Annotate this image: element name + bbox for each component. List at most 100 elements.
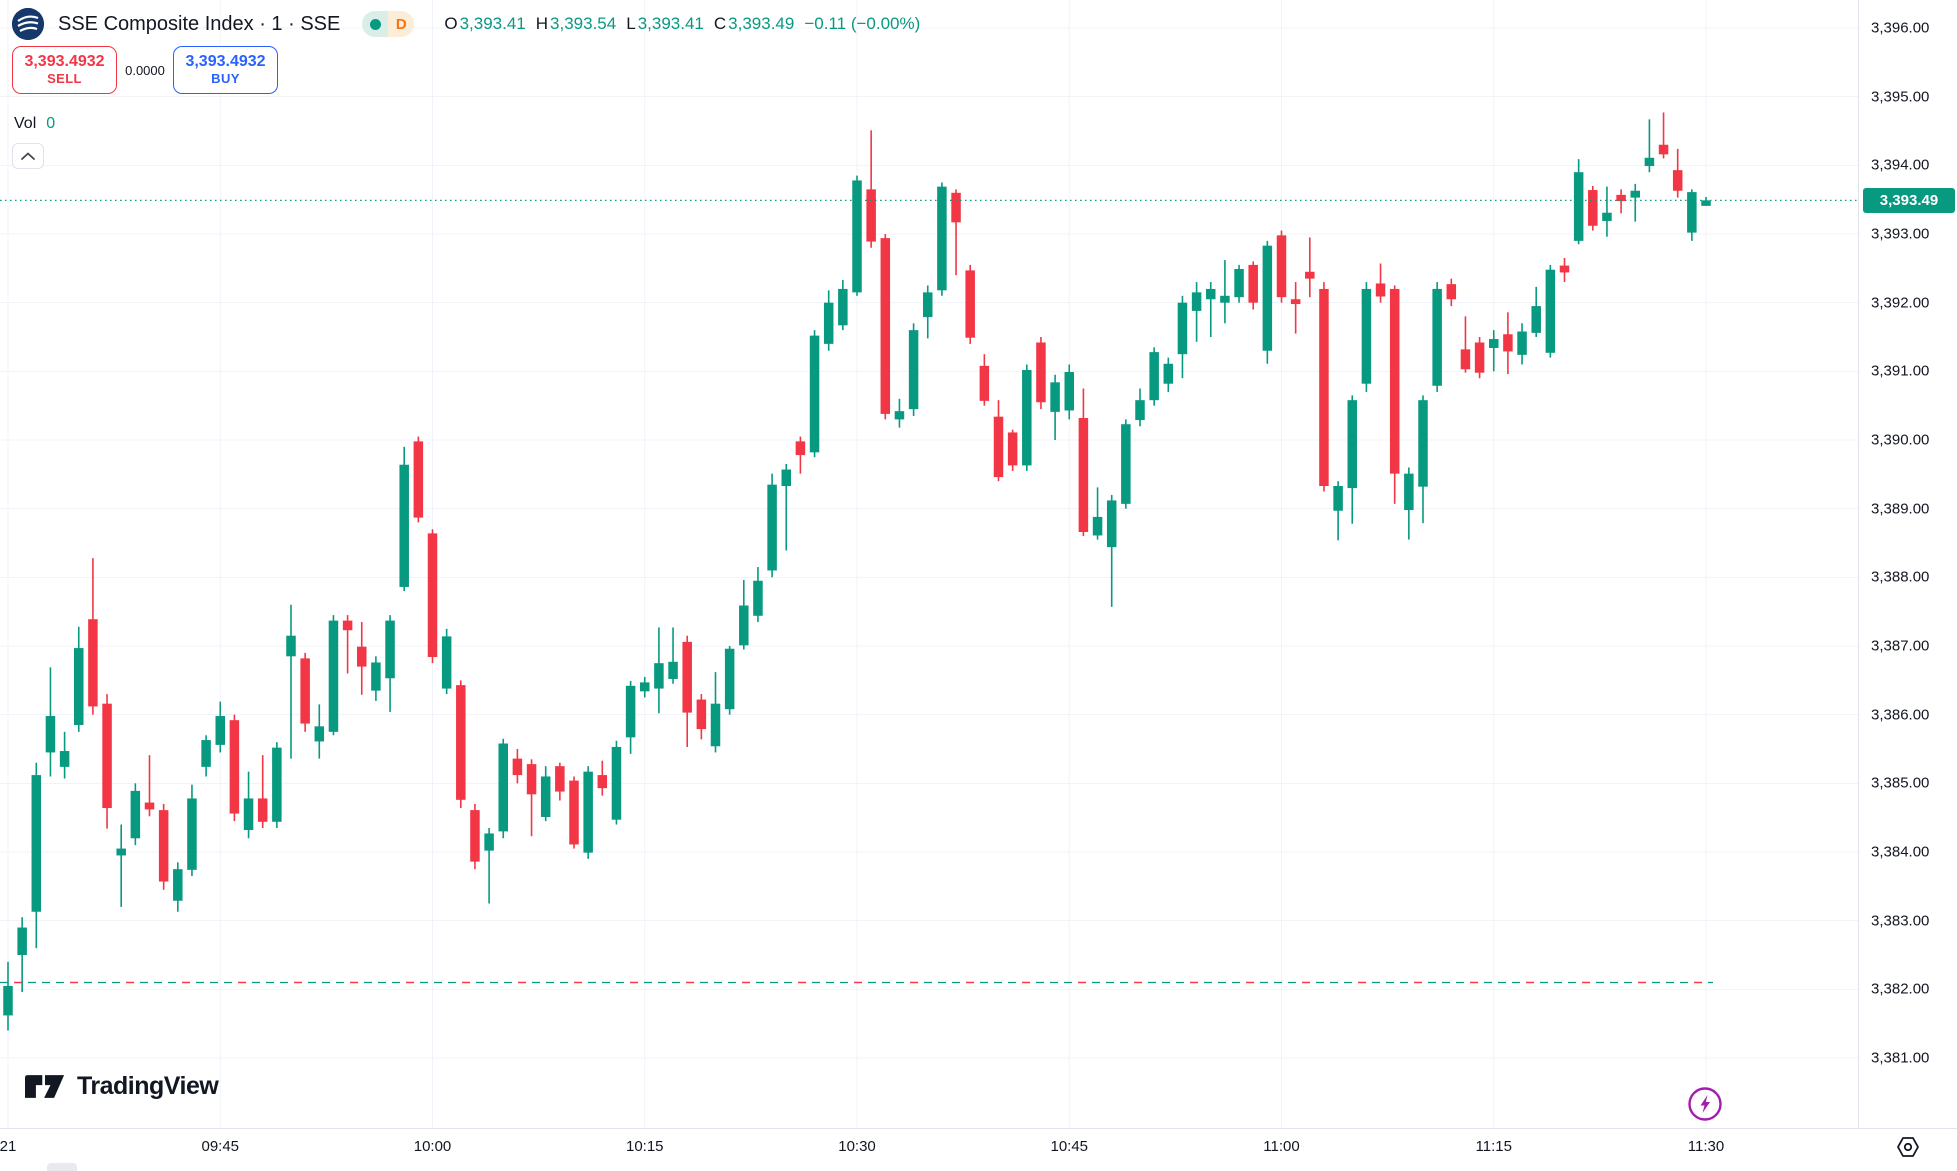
candle[interactable] xyxy=(314,704,325,759)
candle[interactable] xyxy=(1333,481,1343,541)
candle[interactable] xyxy=(59,731,70,779)
candle[interactable] xyxy=(441,628,452,695)
candle[interactable] xyxy=(526,759,537,837)
candle[interactable] xyxy=(1305,237,1315,298)
candle[interactable] xyxy=(1573,159,1584,245)
candle[interactable] xyxy=(894,398,905,428)
candle[interactable] xyxy=(102,694,112,829)
candle[interactable] xyxy=(682,635,692,747)
candle[interactable] xyxy=(724,646,735,715)
candle[interactable] xyxy=(908,323,919,416)
candle[interactable] xyxy=(1135,388,1145,427)
candle[interactable] xyxy=(739,580,749,650)
candle[interactable] xyxy=(215,701,226,753)
candle[interactable] xyxy=(470,803,480,870)
candle[interactable] xyxy=(1036,337,1046,410)
candle[interactable] xyxy=(1177,295,1188,379)
candle[interactable] xyxy=(187,784,197,877)
candle[interactable] xyxy=(696,694,707,740)
candle[interactable] xyxy=(809,330,820,458)
sse-symbol-logo-icon[interactable] xyxy=(12,8,44,40)
instant-order-button[interactable] xyxy=(1687,1086,1723,1122)
candle[interactable] xyxy=(611,740,622,825)
candle[interactable] xyxy=(1701,196,1711,206)
candle[interactable] xyxy=(880,234,891,420)
candle[interactable] xyxy=(710,672,721,753)
candle[interactable] xyxy=(597,760,608,796)
candle[interactable] xyxy=(625,681,636,754)
candle[interactable] xyxy=(300,652,310,732)
candle[interactable] xyxy=(1290,282,1301,334)
candle[interactable] xyxy=(31,762,42,949)
candle[interactable] xyxy=(427,529,438,664)
candle[interactable] xyxy=(838,280,848,331)
candle[interactable] xyxy=(1432,282,1442,392)
candle[interactable] xyxy=(937,182,947,296)
candle[interactable] xyxy=(1687,189,1697,241)
interval-status-pill[interactable]: D xyxy=(362,11,415,37)
candle[interactable] xyxy=(413,436,424,523)
candle[interactable] xyxy=(1319,282,1329,492)
candle[interactable] xyxy=(1559,258,1570,283)
candle[interactable] xyxy=(1106,494,1117,607)
candle[interactable] xyxy=(993,400,1004,482)
candle[interactable] xyxy=(1064,364,1075,420)
candle[interactable] xyxy=(1531,286,1541,338)
collapse-pane-button[interactable] xyxy=(12,143,44,169)
candle[interactable] xyxy=(1022,364,1032,471)
candle[interactable] xyxy=(1630,183,1641,222)
candle[interactable] xyxy=(342,615,353,674)
candle[interactable] xyxy=(1545,264,1556,358)
candle[interactable] xyxy=(1206,282,1216,338)
price-axis[interactable]: 3,393.49 3,396.00 3,395.00 3,394.00 3,393.0… xyxy=(1858,0,1957,1128)
candle[interactable] xyxy=(17,917,27,993)
candle[interactable] xyxy=(965,264,975,344)
candle[interactable] xyxy=(229,714,240,822)
pane-resize-handle[interactable] xyxy=(47,1163,77,1171)
buy-button[interactable]: 3,393.4932 BUY xyxy=(173,46,278,94)
candle[interactable] xyxy=(484,827,494,904)
candle[interactable] xyxy=(1503,312,1513,375)
candle[interactable] xyxy=(512,749,523,784)
candle[interactable] xyxy=(1092,487,1103,540)
candle[interactable] xyxy=(45,667,56,777)
candle[interactable] xyxy=(456,680,466,809)
candle[interactable] xyxy=(1149,347,1159,406)
candle[interactable] xyxy=(781,464,792,551)
candle[interactable] xyxy=(1347,395,1358,524)
candle[interactable] xyxy=(866,130,876,248)
candle[interactable] xyxy=(1616,189,1626,214)
candle[interactable] xyxy=(823,290,834,351)
candle[interactable] xyxy=(795,436,806,474)
candle[interactable] xyxy=(1220,260,1230,324)
tradingview-logo[interactable]: TradingView xyxy=(25,1072,219,1101)
candle[interactable] xyxy=(1248,261,1258,310)
candle[interactable] xyxy=(1404,467,1414,540)
candle[interactable] xyxy=(88,558,98,715)
candle[interactable] xyxy=(272,742,282,828)
candle[interactable] xyxy=(1191,282,1202,342)
candle[interactable] xyxy=(1007,429,1018,471)
candle[interactable] xyxy=(1276,230,1287,303)
candle[interactable] xyxy=(243,771,254,839)
candle[interactable] xyxy=(1389,285,1400,504)
candle[interactable] xyxy=(852,175,862,296)
candle[interactable] xyxy=(1474,337,1485,379)
candle[interactable] xyxy=(555,762,565,801)
candle[interactable] xyxy=(1460,316,1471,373)
candle[interactable] xyxy=(753,567,763,622)
candle[interactable] xyxy=(399,446,409,592)
candle[interactable] xyxy=(668,627,678,684)
candle[interactable] xyxy=(173,862,183,912)
candle[interactable] xyxy=(1658,112,1669,159)
candle[interactable] xyxy=(1644,119,1655,173)
candle[interactable] xyxy=(130,783,141,846)
candle[interactable] xyxy=(286,604,296,759)
candle[interactable] xyxy=(569,776,579,849)
candle[interactable] xyxy=(951,189,961,276)
candle[interactable] xyxy=(1078,388,1089,537)
candle[interactable] xyxy=(74,626,84,732)
candle[interactable] xyxy=(654,627,664,714)
candle[interactable] xyxy=(583,766,593,859)
candle[interactable] xyxy=(116,824,126,907)
